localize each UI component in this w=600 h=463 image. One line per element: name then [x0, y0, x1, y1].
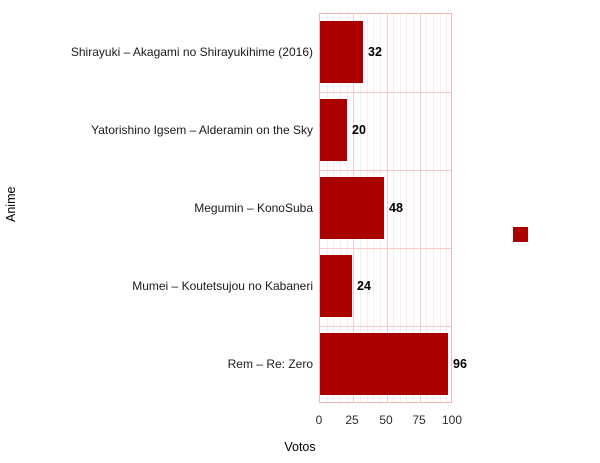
category-label: Rem – Re: Zero	[227, 357, 313, 371]
gridline-minor-vertical	[426, 14, 427, 402]
bar	[320, 99, 347, 161]
bar	[320, 333, 448, 395]
bar-value-label: 20	[352, 123, 366, 137]
gridline-minor-vertical	[400, 14, 401, 402]
bar-value-label: 96	[453, 357, 467, 371]
x-tick-label: 100	[441, 413, 463, 427]
gridline-minor-vertical	[393, 14, 394, 402]
x-axis-title: Votos	[284, 440, 316, 454]
bar-value-label: 32	[368, 45, 382, 59]
gridline-major-vertical	[420, 14, 421, 402]
x-tick-label: 0	[315, 413, 323, 427]
bar	[320, 255, 352, 317]
gridline-minor-vertical	[446, 14, 447, 402]
bar	[320, 177, 384, 239]
gridline-major-vertical	[387, 14, 388, 402]
gridline-minor-vertical	[406, 14, 407, 402]
x-tick-label: 50	[379, 413, 393, 427]
category-label: Mumei – Koutetsujou no Kabaneri	[132, 279, 313, 293]
gridline-horizontal	[320, 248, 451, 249]
x-tick-label: 25	[345, 413, 359, 427]
gridline-minor-vertical	[413, 14, 414, 402]
category-label: Shirayuki – Akagami no Shirayukihime (20…	[70, 45, 313, 59]
category-label: Megumin – KonoSuba	[194, 201, 313, 215]
bar-value-label: 48	[389, 201, 403, 215]
x-tick-label: 75	[412, 413, 426, 427]
category-label: Yatorishino Igsem – Alderamin on the Sky	[91, 123, 313, 137]
gridline-minor-vertical	[440, 14, 441, 402]
gridline-horizontal	[320, 170, 451, 171]
legend-key-swatch	[513, 227, 528, 242]
bar	[320, 21, 363, 83]
gridline-horizontal	[320, 92, 451, 93]
gridline-minor-vertical	[433, 14, 434, 402]
bar-value-label: 24	[357, 279, 371, 293]
gridline-horizontal	[320, 326, 451, 327]
